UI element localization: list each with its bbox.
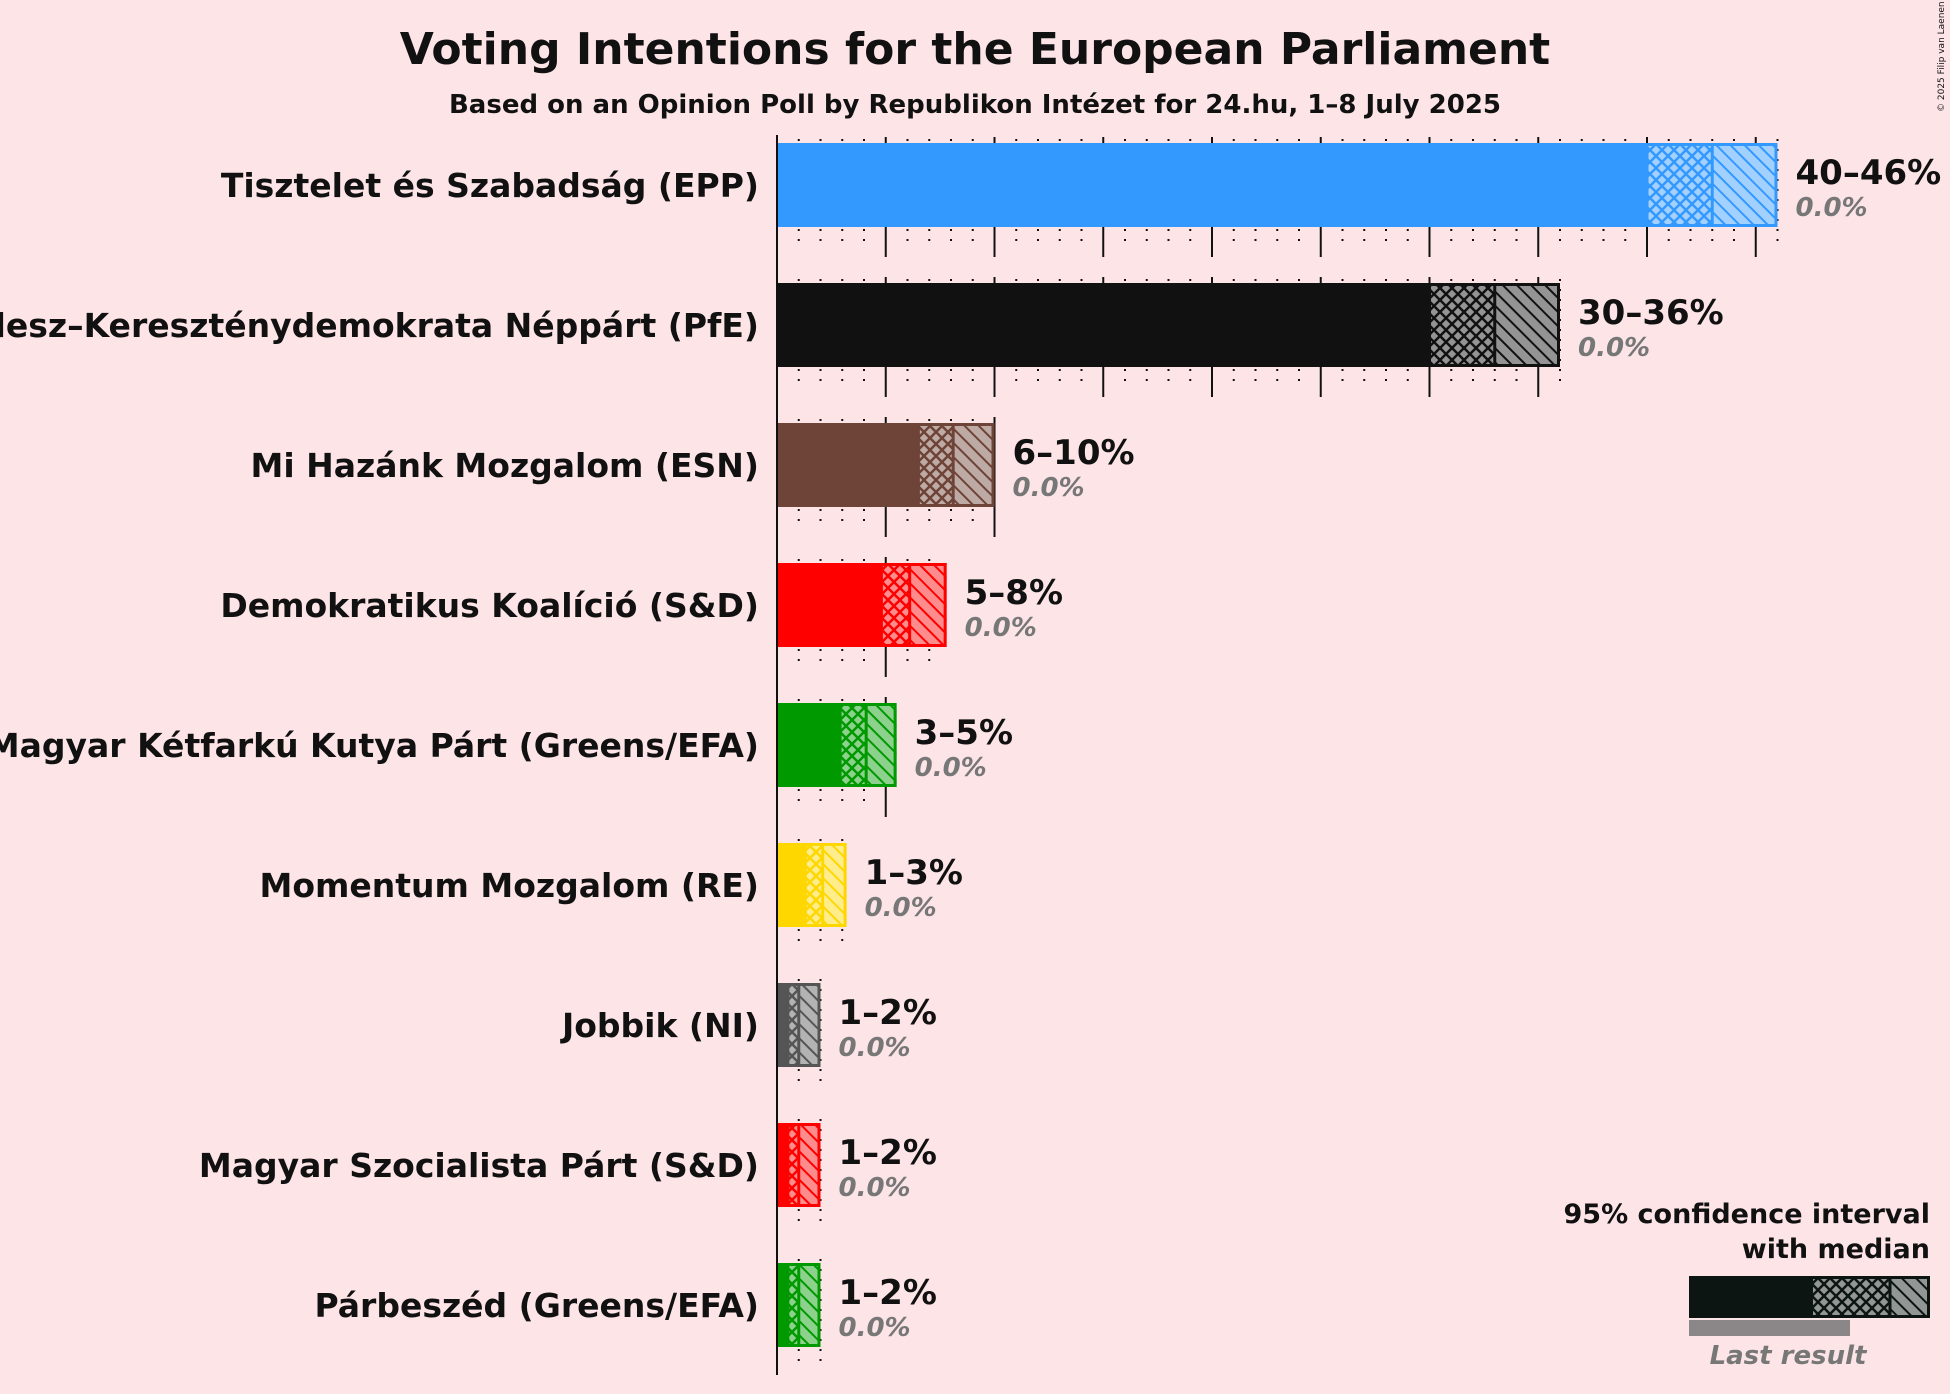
chart-title: Voting Intentions for the European Parli…	[400, 24, 1550, 75]
last-result-label: 0.0%	[839, 1033, 911, 1063]
bar-ci-lower	[787, 1123, 799, 1207]
last-result-label: 0.0%	[915, 753, 987, 783]
party-row: Mi Hazánk Mozgalom (ESN) 6–10%0.0%	[251, 423, 1135, 507]
bar-ci-outline	[916, 423, 995, 507]
copyright-notice: © 2025 Filip van Laenen	[1937, 1, 1947, 112]
party-label: Fidesz–Kereszténydemokrata Néppárt (PfE)	[0, 306, 759, 345]
legend-ci-outline	[1810, 1276, 1930, 1318]
bar-solid	[777, 1263, 788, 1347]
party-row: Tisztelet és Szabadság (EPP) 40–46%0.0%	[221, 143, 1941, 227]
last-result-label: 0.0%	[1013, 473, 1085, 503]
legend-last-result-label: Last result	[1710, 1341, 1868, 1371]
party-row: Magyar Kétfarkú Kutya Párt (Greens/EFA) 3…	[0, 703, 1013, 787]
last-result-label: 0.0%	[1796, 193, 1868, 223]
party-label: Tisztelet és Szabadság (EPP)	[221, 166, 759, 205]
bar-ci-outline	[786, 1263, 821, 1347]
range-label: 5–8%	[965, 573, 1063, 613]
last-result-label: 0.0%	[1578, 333, 1650, 363]
range-label: 1–2%	[839, 993, 937, 1033]
bar-ci-lower	[1429, 283, 1495, 367]
bar-ci-lower	[881, 563, 910, 647]
bar-solid	[777, 423, 919, 507]
bar-ci-lower	[805, 843, 823, 927]
bar-solid	[777, 843, 806, 927]
range-label: 3–5%	[915, 713, 1013, 753]
bar-ci-lower	[1647, 143, 1713, 227]
bar-solid	[777, 703, 841, 787]
party-row: Jobbik (NI) 1–2%0.0%	[560, 983, 937, 1067]
bar-ci-lower	[787, 1263, 799, 1347]
party-row: Fidesz–Kereszténydemokrata Néppárt (PfE)…	[0, 283, 1724, 367]
legend: 95% confidence interval with median Last…	[1564, 1199, 1930, 1371]
bar-ci-upper	[798, 1263, 821, 1347]
last-result-label: 0.0%	[839, 1173, 911, 1203]
party-label: Momentum Mozgalom (RE)	[260, 866, 760, 905]
last-result-label: 0.0%	[965, 613, 1037, 643]
bar-ci-outline	[786, 983, 821, 1067]
party-label: Jobbik (NI)	[560, 1006, 759, 1045]
bar-ci-outline	[786, 1123, 821, 1207]
bar-ci-lower	[918, 423, 954, 507]
bar-ci-upper	[1494, 283, 1560, 367]
legend-last-result-swatch	[1689, 1320, 1850, 1336]
bar-solid	[777, 283, 1430, 367]
bar-ci-lower	[787, 983, 799, 1067]
legend-ci-lower-swatch	[1810, 1276, 1890, 1318]
bar-solid	[777, 143, 1647, 227]
range-label: 1–2%	[839, 1133, 937, 1173]
bar-solid	[777, 1123, 788, 1207]
chart-subtitle: Based on an Opinion Poll by Republikon I…	[449, 90, 1501, 120]
party-label: Párbeszéd (Greens/EFA)	[314, 1286, 759, 1325]
bar-ci-upper	[1712, 143, 1778, 227]
bar-solid	[777, 983, 788, 1067]
last-result-label: 0.0%	[865, 893, 937, 923]
bar-ci-upper	[798, 1123, 821, 1207]
party-label: Magyar Kétfarkú Kutya Párt (Greens/EFA)	[0, 726, 759, 765]
party-row: Demokratikus Koalíció (S&D) 5–8%0.0%	[220, 563, 1063, 647]
range-label: 1–2%	[839, 1273, 937, 1313]
party-row: Párbeszéd (Greens/EFA) 1–2%0.0%	[314, 1263, 937, 1347]
bar-ci-upper	[909, 563, 947, 647]
bar-ci-outline	[803, 843, 847, 927]
party-label: Magyar Szocialista Párt (S&D)	[199, 1146, 759, 1185]
party-label: Demokratikus Koalíció (S&D)	[220, 586, 759, 625]
party-row: Magyar Szocialista Párt (S&D) 1–2%0.0%	[199, 1123, 937, 1207]
bar-ci-upper	[953, 423, 995, 507]
legend-solid-swatch	[1689, 1276, 1810, 1318]
legend-ci-upper-swatch	[1890, 1276, 1930, 1318]
party-row: Momentum Mozgalom (RE) 1–3%0.0%	[260, 843, 963, 927]
range-label: 6–10%	[1013, 433, 1135, 473]
bar-ci-upper	[866, 703, 897, 787]
bars: Tisztelet és Szabadság (EPP) 40–46%0.0%Fi…	[0, 143, 1941, 1347]
legend-line-2: with median	[1742, 1234, 1930, 1265]
range-label: 30–36%	[1578, 293, 1724, 333]
last-result-label: 0.0%	[839, 1313, 911, 1343]
bar-solid	[777, 563, 882, 647]
bar-ci-outline	[879, 563, 947, 647]
party-label: Mi Hazánk Mozgalom (ESN)	[251, 446, 760, 485]
bar-ci-upper	[822, 843, 847, 927]
range-label: 1–3%	[865, 853, 963, 893]
legend-line-1: 95% confidence interval	[1564, 1199, 1930, 1230]
bar-ci-upper	[798, 983, 821, 1067]
bar-ci-lower	[840, 703, 867, 787]
range-label: 40–46%	[1796, 153, 1942, 193]
